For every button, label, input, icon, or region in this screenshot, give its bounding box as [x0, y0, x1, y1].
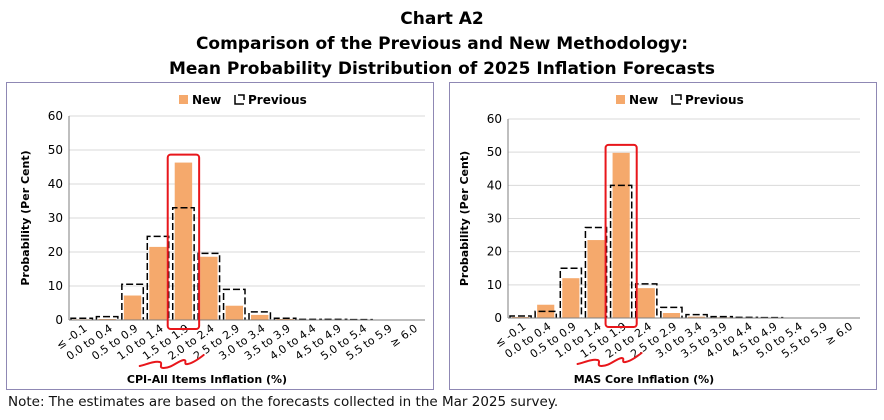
new-bars [512, 152, 756, 318]
bar-previous [273, 317, 297, 320]
highlight-box [604, 143, 638, 328]
x-tick-label: ≥ 6.0 [388, 322, 420, 350]
bar-new [225, 305, 243, 320]
bar-new [662, 313, 680, 318]
legend-previous-label: Previous [248, 93, 307, 107]
y-tick-label: 50 [487, 145, 502, 159]
y-tick-label: 60 [487, 112, 502, 126]
y-tick-label: 0 [55, 313, 63, 327]
y-tick-label: 40 [487, 178, 502, 192]
x-axis-label: CPI-All Items Inflation (%) [127, 373, 287, 386]
gridlines [508, 118, 860, 286]
bar-new [98, 318, 116, 320]
legend-previous-swatch [671, 94, 682, 105]
bar-previous [634, 283, 658, 318]
x-tick-label: ≥ 6.0 [823, 320, 855, 348]
y-tick-label: 10 [48, 279, 63, 293]
y-tick-label: 20 [48, 245, 63, 259]
cpi-chart-panel: 0 10 20 30 40 50 60 Probability (Per Cent) ≤ -0.… [6, 82, 434, 390]
bar-previous [95, 315, 119, 320]
bar-previous [710, 315, 734, 318]
new-bars [73, 162, 345, 320]
y-tick-label: 0 [494, 311, 502, 325]
bar-new [251, 314, 269, 320]
footnote: Note: The estimates are based on the for… [8, 394, 559, 410]
y-axis-label: Probability (Per Cent) [19, 150, 32, 285]
bar-previous [534, 310, 558, 318]
y-tick-label: 60 [48, 109, 63, 123]
chart-title-line1: Chart A2 [400, 9, 484, 29]
bar-new [637, 288, 655, 318]
bar-new [149, 246, 167, 320]
bar-previous [559, 267, 583, 318]
legend-new-label: New [629, 93, 658, 107]
bar-new [123, 295, 142, 320]
legend-new-swatch [616, 95, 625, 104]
y-tick-label: 40 [48, 177, 63, 191]
y-tick-label: 30 [48, 211, 63, 225]
legend: New Previous [616, 93, 744, 107]
core-chart-panel: 0 10 20 30 40 50 60 Probability (Per Cent) ≤ -0.… [449, 82, 877, 390]
bar-previous [609, 184, 633, 318]
chart-title-line2: Comparison of the Previous and New Metho… [195, 34, 689, 54]
bar-new [562, 278, 580, 318]
chart-title-line3: Mean Probability Distribution of 2025 In… [168, 59, 715, 79]
bar-new [276, 318, 294, 320]
gridlines [69, 115, 425, 287]
bar-new [200, 256, 218, 320]
bar-previous [248, 311, 272, 320]
bar-previous [685, 313, 708, 318]
bar-new [688, 316, 706, 318]
bar-previous [171, 207, 195, 320]
y-tick-label: 30 [487, 212, 502, 226]
highlight-underline [138, 354, 205, 370]
bar-previous [660, 306, 683, 318]
bar-previous [509, 315, 532, 318]
y-tick-label: 20 [487, 245, 502, 259]
legend-previous-label: Previous [685, 93, 744, 107]
legend: New Previous [179, 93, 307, 107]
previous-bars [70, 207, 373, 321]
bar-new [587, 240, 605, 318]
y-tick-label: 50 [48, 143, 63, 157]
highlight-box [166, 153, 201, 330]
highlight-underline [576, 352, 643, 368]
x-axis-label: MAS Core Inflation (%) [574, 373, 714, 386]
y-tick-label: 10 [487, 278, 502, 292]
legend-previous-swatch [234, 94, 245, 105]
legend-new-swatch [179, 95, 188, 104]
bar-previous [222, 288, 246, 320]
bar-new [612, 152, 630, 318]
bar-new [537, 304, 555, 318]
bar-previous [121, 283, 145, 320]
legend-new-label: New [192, 93, 221, 107]
bar-previous [70, 317, 94, 320]
bar-new [174, 162, 193, 320]
y-axis-label: Probability (Per Cent) [458, 151, 471, 286]
